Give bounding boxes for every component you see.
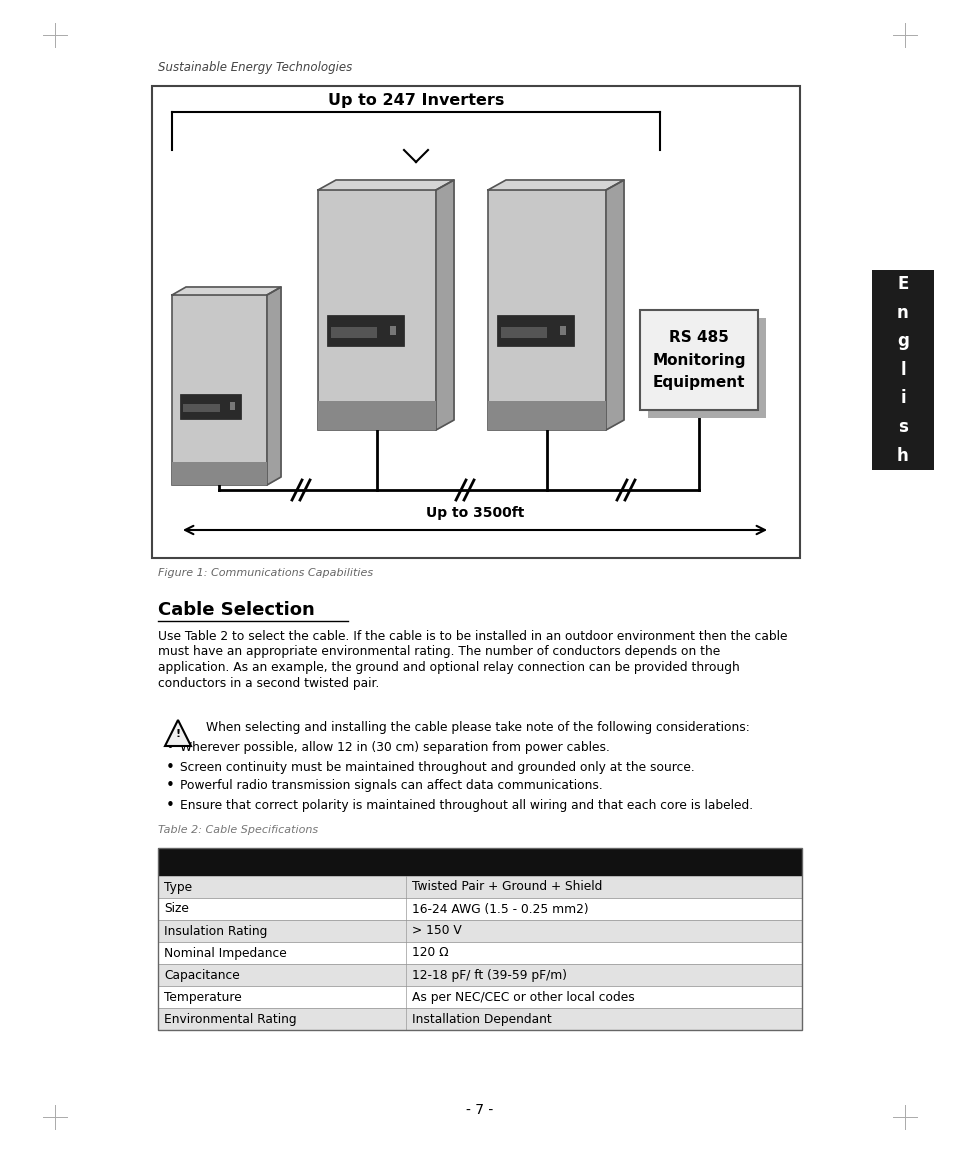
Bar (318, 401, 436, 430)
Text: Up to 247 Inverters: Up to 247 Inverters (327, 92, 504, 107)
Text: Installation Dependant: Installation Dependant (412, 1013, 552, 1025)
Text: Wherever possible, allow 12 in (30 cm) separation from power cables.: Wherever possible, allow 12 in (30 cm) s… (180, 742, 610, 755)
Text: E: E (898, 275, 909, 293)
Text: must have an appropriate environmental rating. The number of conductors depends : must have an appropriate environmental r… (158, 645, 720, 659)
Bar (327, 314, 404, 346)
Bar (497, 314, 574, 346)
Bar (331, 327, 377, 339)
Text: When selecting and installing the cable please take note of the following consid: When selecting and installing the cable … (206, 720, 750, 734)
Text: application. As an example, the ground and optional relay connection can be prov: application. As an example, the ground a… (158, 661, 740, 675)
Text: conductors in a second twisted pair.: conductors in a second twisted pair. (158, 677, 379, 690)
Bar (158, 876, 802, 899)
Text: Ensure that correct polarity is maintained throughout all wiring and that each c: Ensure that correct polarity is maintain… (180, 798, 754, 811)
Text: Capacitance: Capacitance (164, 969, 240, 982)
Text: Twisted Pair + Ground + Shield: Twisted Pair + Ground + Shield (412, 880, 602, 894)
Text: Environmental Rating: Environmental Rating (164, 1013, 297, 1025)
Text: Type: Type (164, 880, 192, 894)
Bar (640, 310, 758, 410)
Text: •: • (165, 779, 175, 794)
Text: Screen continuity must be maintained throughout and grounded only at the source.: Screen continuity must be maintained thr… (180, 760, 695, 773)
Bar (182, 403, 220, 412)
Bar (488, 401, 606, 430)
Text: 16-24 AWG (1.5 - 0.25 mm2): 16-24 AWG (1.5 - 0.25 mm2) (412, 902, 588, 916)
Polygon shape (165, 720, 191, 746)
Text: •: • (165, 797, 175, 812)
Text: g: g (897, 332, 909, 350)
Bar (158, 899, 802, 920)
Bar (172, 295, 267, 485)
Polygon shape (318, 180, 454, 190)
Text: Use Table 2 to select the cable. If the cable is to be installed in an outdoor e: Use Table 2 to select the cable. If the … (158, 629, 787, 643)
Bar (158, 848, 802, 876)
Text: h: h (898, 447, 909, 464)
Bar (158, 920, 802, 942)
Text: Up to 3500ft: Up to 3500ft (426, 506, 524, 520)
Bar (172, 462, 267, 485)
Polygon shape (172, 287, 281, 295)
Text: l: l (900, 361, 906, 379)
Text: s: s (898, 418, 908, 437)
Text: > 150 V: > 150 V (412, 925, 462, 938)
Bar (230, 402, 235, 410)
Text: Figure 1: Communications Capabilities: Figure 1: Communications Capabilities (158, 568, 373, 578)
Text: 120 Ω: 120 Ω (412, 947, 448, 960)
Text: RS 485
Monitoring
Equipment: RS 485 Monitoring Equipment (652, 331, 746, 389)
Text: Temperature: Temperature (164, 991, 242, 1003)
Bar (158, 942, 802, 964)
Text: n: n (898, 304, 909, 321)
Bar (648, 318, 766, 418)
Text: As per NEC/CEC or other local codes: As per NEC/CEC or other local codes (412, 991, 635, 1003)
Text: •: • (165, 759, 175, 774)
Bar (158, 964, 802, 986)
Text: i: i (900, 389, 906, 408)
Bar (152, 86, 800, 558)
Text: Table 2: Cable Specifications: Table 2: Cable Specifications (158, 825, 318, 835)
Text: Cable Selection: Cable Selection (158, 601, 315, 619)
Bar (872, 270, 934, 470)
Text: Size: Size (164, 902, 189, 916)
Bar (158, 986, 802, 1008)
Bar (158, 1008, 802, 1030)
Polygon shape (488, 180, 624, 190)
Text: 12-18 pF/ ft (39-59 pF/m): 12-18 pF/ ft (39-59 pF/m) (412, 969, 567, 982)
Text: •: • (165, 741, 175, 756)
Bar (391, 326, 396, 335)
Text: !: ! (176, 729, 180, 740)
Text: - 7 -: - 7 - (467, 1102, 493, 1117)
Text: Sustainable Energy Technologies: Sustainable Energy Technologies (158, 61, 352, 74)
Bar (561, 326, 566, 335)
Bar (180, 394, 241, 418)
Bar (158, 848, 802, 1030)
Bar (318, 190, 436, 430)
Text: Insulation Rating: Insulation Rating (164, 925, 268, 938)
Text: Powerful radio transmission signals can affect data communications.: Powerful radio transmission signals can … (180, 780, 603, 793)
Polygon shape (436, 180, 454, 430)
Text: Nominal Impedance: Nominal Impedance (164, 947, 287, 960)
Bar (488, 190, 606, 430)
Bar (501, 327, 547, 339)
Polygon shape (606, 180, 624, 430)
Polygon shape (267, 287, 281, 485)
